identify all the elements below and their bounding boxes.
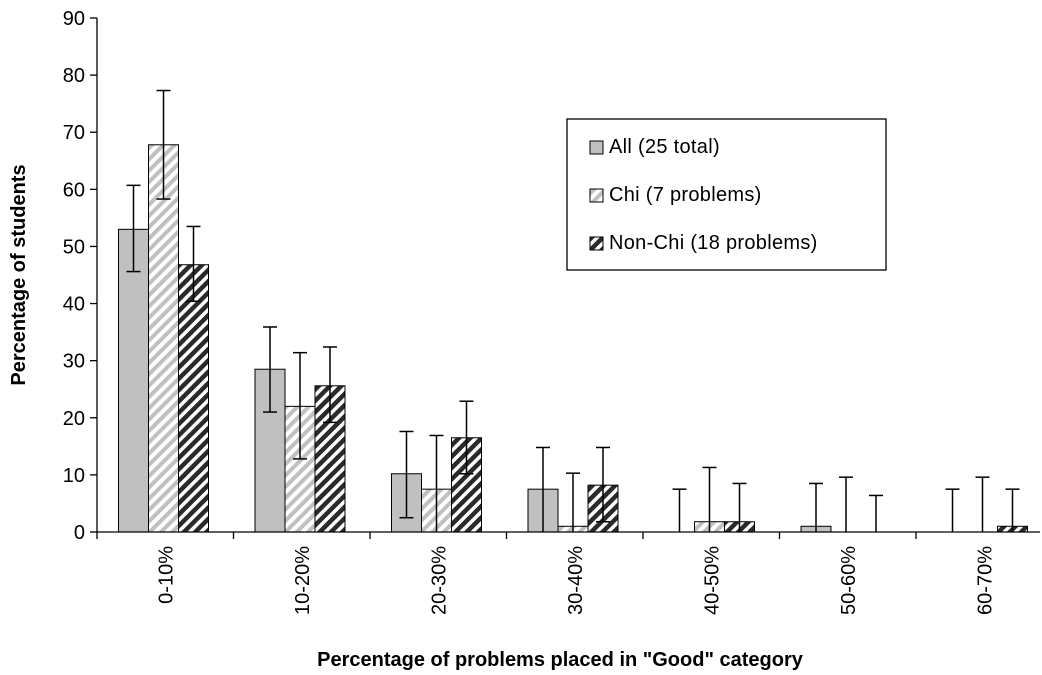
x-tick-label: 0-10% xyxy=(155,546,177,604)
legend-swatch-3 xyxy=(589,236,604,251)
y-tick-label: 40 xyxy=(63,294,85,316)
x-tick-label: 20-30% xyxy=(428,546,450,615)
plot-area: 0 10 20 30 40 50 60 70 80 90 0-10% 10-20% 20-30% 30-4… xyxy=(63,8,1040,615)
legend-box xyxy=(566,118,887,271)
y-tick-label: 80 xyxy=(63,65,85,87)
y-tick-label: 70 xyxy=(63,122,85,144)
legend-label-3: Non-Chi (18 problems) xyxy=(609,232,818,254)
x-tick-label: 50-60% xyxy=(838,546,860,615)
x-tick-label: 60-70% xyxy=(974,546,996,615)
bar-1-0-10% xyxy=(118,228,149,533)
legend-label-1: All (25 total) xyxy=(609,136,720,158)
bar-2-0-10% xyxy=(148,144,179,533)
y-axis-title: Percentage of students xyxy=(8,164,30,385)
legend: All (25 total) Chi (7 problems) Non-Chi (1… xyxy=(566,118,887,271)
x-tick-label: 30-40% xyxy=(565,546,587,615)
y-tick-label: 0 xyxy=(74,522,85,544)
legend-swatch-2 xyxy=(589,188,604,203)
y-tick-label: 30 xyxy=(63,351,85,373)
legend-swatch-1 xyxy=(589,140,604,155)
y-tick-label: 10 xyxy=(63,465,85,487)
y-tick-label: 20 xyxy=(63,408,85,430)
x-tick-label: 10-20% xyxy=(292,546,314,615)
bar-3-0-10% xyxy=(178,264,209,533)
y-tick-label: 90 xyxy=(63,8,85,30)
y-tick-label: 50 xyxy=(63,236,85,258)
x-axis-title: Percentage of problems placed in "Good" … xyxy=(317,649,804,671)
y-tick-label: 60 xyxy=(63,179,85,201)
legend-label-2: Chi (7 problems) xyxy=(609,184,762,206)
x-tick-label: 40-50% xyxy=(701,546,723,615)
